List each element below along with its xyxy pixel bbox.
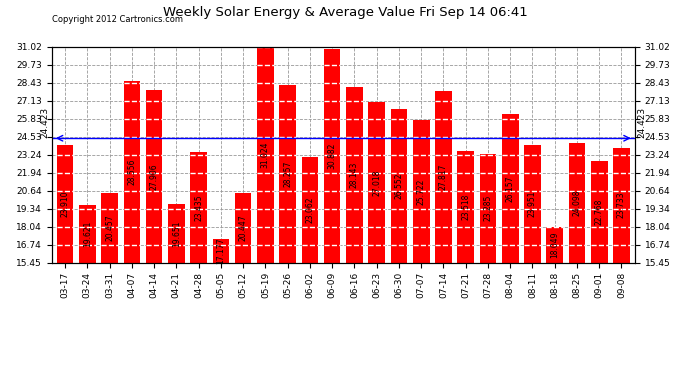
Bar xyxy=(57,146,73,262)
Text: Daily  ($): Daily ($) xyxy=(601,15,655,24)
Text: 24.098: 24.098 xyxy=(573,189,582,216)
Text: 19.651: 19.651 xyxy=(172,220,181,247)
Text: 24.423: 24.423 xyxy=(41,107,50,138)
Text: 30.882: 30.882 xyxy=(328,142,337,169)
Bar xyxy=(279,85,296,262)
Bar xyxy=(524,145,541,262)
Text: 27.906: 27.906 xyxy=(150,163,159,190)
Bar xyxy=(235,193,251,262)
Bar xyxy=(257,47,274,262)
Text: Average ($): Average ($) xyxy=(504,15,562,24)
Text: 28.257: 28.257 xyxy=(283,160,292,187)
Bar xyxy=(146,90,162,262)
Bar xyxy=(502,114,518,262)
Bar xyxy=(124,81,140,262)
Text: 23.733: 23.733 xyxy=(617,192,626,219)
Bar xyxy=(569,143,585,262)
Text: 20.447: 20.447 xyxy=(239,214,248,241)
Bar xyxy=(213,238,229,262)
Text: 23.910: 23.910 xyxy=(61,190,70,217)
Bar xyxy=(457,151,474,262)
Text: 28.143: 28.143 xyxy=(350,161,359,188)
Bar xyxy=(546,226,563,262)
Bar xyxy=(190,152,207,262)
Text: 23.951: 23.951 xyxy=(528,190,537,217)
Bar xyxy=(591,161,607,262)
Text: 28.556: 28.556 xyxy=(128,159,137,185)
Bar xyxy=(480,154,496,262)
Text: 18.049: 18.049 xyxy=(550,231,559,258)
Text: 26.552: 26.552 xyxy=(395,172,404,199)
Text: Copyright 2012 Cartronics.com: Copyright 2012 Cartronics.com xyxy=(52,15,183,24)
Text: 25.722: 25.722 xyxy=(417,178,426,204)
Text: 23.435: 23.435 xyxy=(194,194,203,220)
Text: 23.062: 23.062 xyxy=(306,196,315,223)
Text: 22.768: 22.768 xyxy=(595,199,604,225)
Text: 26.157: 26.157 xyxy=(506,175,515,202)
Bar xyxy=(435,91,452,262)
Bar xyxy=(391,109,407,262)
Text: 31.024: 31.024 xyxy=(261,141,270,168)
Text: 20.457: 20.457 xyxy=(105,214,114,241)
Text: 24.423: 24.423 xyxy=(637,107,646,138)
Bar xyxy=(79,205,96,262)
Bar xyxy=(101,193,118,262)
Text: 27.817: 27.817 xyxy=(439,164,448,190)
Bar xyxy=(168,204,185,262)
Bar xyxy=(368,102,385,262)
Bar xyxy=(324,49,340,262)
Text: Weekly Solar Energy & Average Value Fri Sep 14 06:41: Weekly Solar Energy & Average Value Fri … xyxy=(163,6,527,19)
Bar xyxy=(346,87,363,262)
Bar xyxy=(413,120,429,262)
Text: 17.177: 17.177 xyxy=(217,237,226,264)
Text: 19.621: 19.621 xyxy=(83,220,92,247)
Text: 23.518: 23.518 xyxy=(461,194,470,220)
Bar xyxy=(613,148,630,262)
Text: 23.285: 23.285 xyxy=(484,195,493,221)
Text: 27.018: 27.018 xyxy=(372,169,381,196)
Bar xyxy=(302,157,318,262)
